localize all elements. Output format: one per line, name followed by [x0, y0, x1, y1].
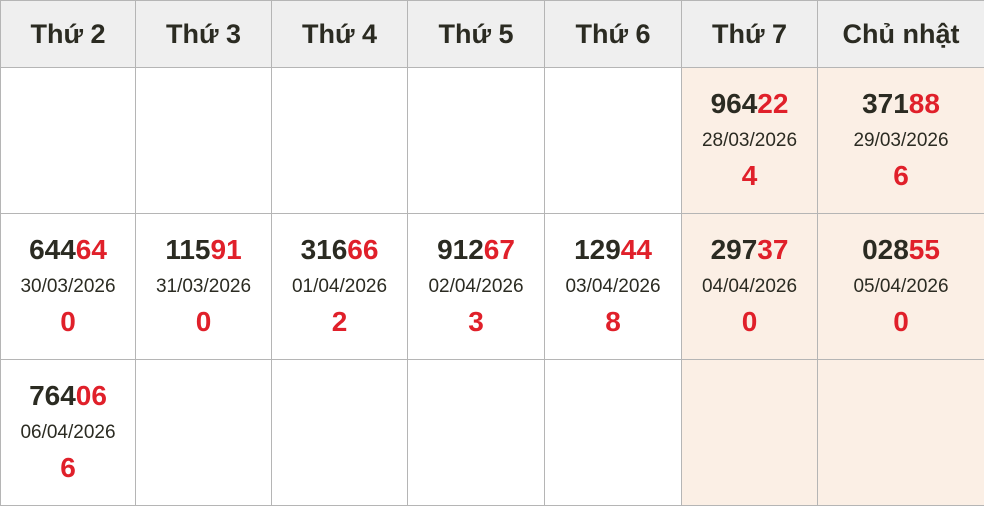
number-head: 764 [29, 380, 76, 411]
day-header: Thứ 3 [136, 1, 272, 68]
number-tail: 67 [484, 234, 515, 265]
number-head: 964 [711, 88, 758, 119]
day-cell [545, 68, 682, 214]
draw-date: 30/03/2026 [1, 276, 135, 298]
digit-sum: 0 [1, 306, 135, 338]
digit-sum: 0 [818, 306, 984, 338]
day-cell: 96422 28/03/2026 4 [682, 68, 818, 214]
draw-date: 29/03/2026 [818, 130, 984, 152]
number-head: 371 [862, 88, 909, 119]
day-header: Chủ nhật [818, 1, 984, 68]
day-cell [682, 360, 818, 506]
day-cell [818, 360, 984, 506]
day-cell: 37188 29/03/2026 6 [818, 68, 984, 214]
day-cell: 29737 04/04/2026 0 [682, 214, 818, 360]
number-head: 028 [862, 234, 909, 265]
day-cell: 11591 31/03/2026 0 [136, 214, 272, 360]
result-number: 37188 [818, 88, 984, 120]
number-tail: 64 [76, 234, 107, 265]
result-number: 11591 [136, 234, 271, 266]
day-cell [408, 360, 545, 506]
digit-sum: 6 [818, 160, 984, 192]
day-header: Thứ 7 [682, 1, 818, 68]
result-number: 31666 [272, 234, 407, 266]
number-tail: 06 [76, 380, 107, 411]
digit-sum: 0 [136, 306, 271, 338]
digit-sum: 6 [1, 452, 135, 484]
draw-date: 05/04/2026 [818, 276, 984, 298]
result-number: 91267 [408, 234, 544, 266]
day-header: Thứ 5 [408, 1, 545, 68]
day-cell [408, 68, 545, 214]
day-header: Thứ 2 [1, 1, 136, 68]
digit-sum: 0 [682, 306, 817, 338]
digit-sum: 4 [682, 160, 817, 192]
number-head: 115 [165, 234, 210, 265]
day-cell [1, 68, 136, 214]
day-cell: 64464 30/03/2026 0 [1, 214, 136, 360]
result-number: 02855 [818, 234, 984, 266]
draw-date: 04/04/2026 [682, 276, 817, 298]
day-header: Thứ 4 [272, 1, 408, 68]
week-row: 96422 28/03/2026 4 37188 29/03/2026 6 [1, 68, 984, 214]
day-cell: 12944 03/04/2026 8 [545, 214, 682, 360]
draw-date: 03/04/2026 [545, 276, 681, 298]
draw-date: 01/04/2026 [272, 276, 407, 298]
digit-sum: 3 [408, 306, 544, 338]
week-row: 76406 06/04/2026 6 [1, 360, 984, 506]
day-cell: 91267 02/04/2026 3 [408, 214, 545, 360]
day-cell [136, 360, 272, 506]
draw-date: 31/03/2026 [136, 276, 271, 298]
day-cell [136, 68, 272, 214]
number-tail: 55 [909, 234, 940, 265]
draw-date: 28/03/2026 [682, 130, 817, 152]
digit-sum: 2 [272, 306, 407, 338]
number-tail: 44 [621, 234, 652, 265]
result-number: 64464 [1, 234, 135, 266]
number-head: 129 [574, 234, 621, 265]
number-head: 912 [437, 234, 484, 265]
draw-date: 02/04/2026 [408, 276, 544, 298]
number-head: 316 [301, 234, 348, 265]
day-header: Thứ 6 [545, 1, 682, 68]
digit-sum: 8 [545, 306, 681, 338]
day-cell: 31666 01/04/2026 2 [272, 214, 408, 360]
number-tail: 22 [757, 88, 788, 119]
result-number: 76406 [1, 380, 135, 412]
day-cell: 76406 06/04/2026 6 [1, 360, 136, 506]
number-tail: 66 [347, 234, 378, 265]
day-cell [272, 360, 408, 506]
draw-date: 06/04/2026 [1, 422, 135, 444]
result-number: 96422 [682, 88, 817, 120]
day-cell: 02855 05/04/2026 0 [818, 214, 984, 360]
result-number: 29737 [682, 234, 817, 266]
number-tail: 91 [211, 234, 242, 265]
day-cell [272, 68, 408, 214]
number-tail: 37 [757, 234, 788, 265]
number-head: 644 [29, 234, 76, 265]
number-tail: 88 [909, 88, 940, 119]
day-cell [545, 360, 682, 506]
result-number: 12944 [545, 234, 681, 266]
number-head: 297 [711, 234, 758, 265]
